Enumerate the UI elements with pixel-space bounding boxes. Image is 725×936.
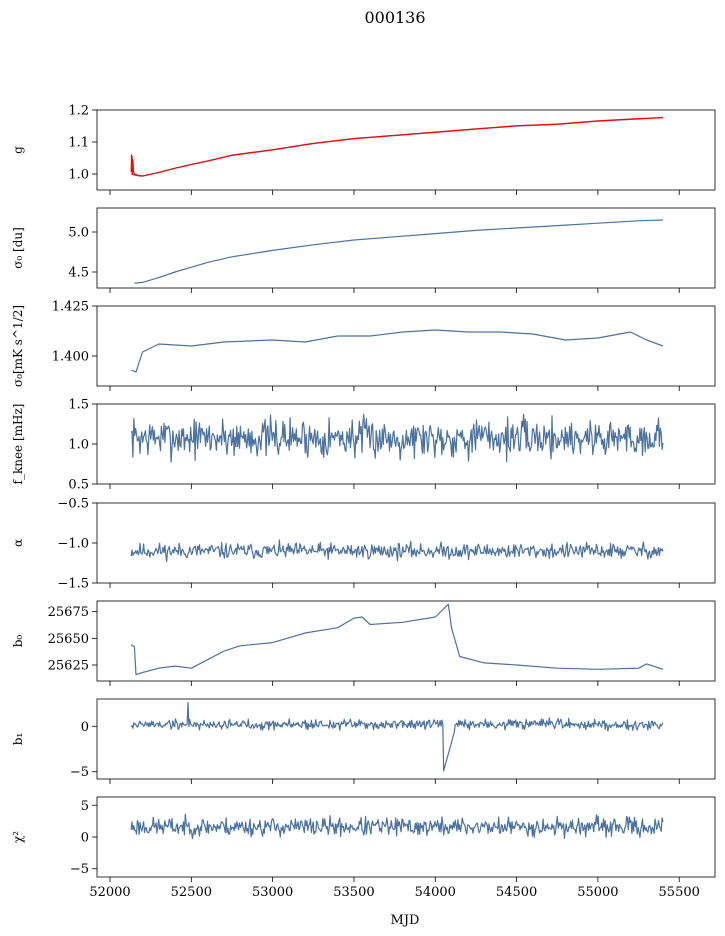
y-tick-label: 1.0 xyxy=(68,438,89,453)
y-tick-label: −5 xyxy=(70,765,89,780)
panels-group: 1.0 1.1 1.2 g 4.5 5.0 σ₀ [du] 1.400 1.425 σ₀[mK s… xyxy=(11,104,716,900)
y-tick-label: 1.425 xyxy=(52,300,89,315)
x-tick-label: 55000 xyxy=(577,885,618,900)
series-line-1 xyxy=(134,219,664,284)
panel-frame xyxy=(96,109,716,191)
panel-6: 25625 25650 25675 b₀ xyxy=(11,600,716,686)
y-tick-label: 5 xyxy=(81,799,89,814)
y-tick-label: 4.5 xyxy=(68,266,89,281)
y-tick-label: 25675 xyxy=(48,605,89,620)
series-line-1 xyxy=(130,702,664,772)
x-tick-label: 54000 xyxy=(415,885,456,900)
y-tick-label: 1.1 xyxy=(68,136,89,151)
x-tick-label: 54500 xyxy=(496,885,537,900)
y-tick-label: 25650 xyxy=(48,632,89,647)
y-tick-label: 1.2 xyxy=(68,104,89,119)
series-line-1 xyxy=(130,329,664,373)
x-tick-label: 52500 xyxy=(171,885,212,900)
panel-1: 1.0 1.1 1.2 g xyxy=(11,104,716,195)
series-line-1 xyxy=(130,413,664,463)
y-tick-label: −5 xyxy=(70,862,89,877)
y-tick-label: 0 xyxy=(81,831,89,846)
y-axis-label: b₀ xyxy=(11,635,25,648)
figure-title: 000136 xyxy=(364,8,425,27)
series-line-1 xyxy=(130,813,664,840)
series-line-1 xyxy=(130,603,664,676)
series-line-1 xyxy=(131,116,664,177)
y-tick-label: 0.5 xyxy=(68,478,89,493)
y-axis-label: b₁ xyxy=(11,733,25,746)
x-tick-label: 52000 xyxy=(89,885,130,900)
x-axis-label: MJD xyxy=(391,913,420,928)
y-axis-label: g xyxy=(11,146,25,154)
x-tick-label: 55500 xyxy=(659,885,700,900)
panel-2: 4.5 5.0 σ₀ [du] xyxy=(11,207,716,293)
y-axis-label: f_knee [mHz] xyxy=(11,404,25,485)
panel-4: 0.5 1.0 1.5 f_knee [mHz] xyxy=(11,398,716,493)
y-axis-label: α xyxy=(11,539,25,547)
y-tick-label: 0 xyxy=(81,720,89,735)
panel-frame xyxy=(96,796,716,878)
panel-frame xyxy=(96,502,716,584)
panel-3: 1.400 1.425 σ₀[mK s^1/2] xyxy=(11,300,716,391)
y-tick-label: −1.0 xyxy=(57,537,89,552)
y-tick-label: 5.0 xyxy=(68,226,89,241)
panel-5: −1.5 −1.0 −0.5 α xyxy=(11,497,716,592)
y-tick-label: 25625 xyxy=(48,659,89,674)
y-tick-label: 1.5 xyxy=(68,398,89,413)
panel-8: −5 0 5 52000 52500 53000 53500 54000 54500 55000 5… xyxy=(11,796,716,900)
panel-frame xyxy=(96,207,716,289)
y-axis-label: σ₀ [du] xyxy=(11,227,25,269)
panel-frame xyxy=(96,698,716,780)
y-tick-label: 1.400 xyxy=(52,350,89,365)
x-tick-label: 53500 xyxy=(333,885,374,900)
panel-frame xyxy=(96,600,716,682)
series-line-1 xyxy=(130,539,664,563)
y-axis-label: χ² xyxy=(11,831,25,843)
panel-7: −5 0 b₁ xyxy=(11,698,716,784)
x-tick-label: 53000 xyxy=(252,885,293,900)
y-tick-label: −0.5 xyxy=(57,497,89,512)
panel-frame xyxy=(96,305,716,387)
y-tick-label: 1.0 xyxy=(68,168,89,183)
y-axis-label: σ₀[mK s^1/2] xyxy=(11,305,25,387)
y-tick-label: −1.5 xyxy=(57,577,89,592)
series-line-2 xyxy=(130,117,664,177)
